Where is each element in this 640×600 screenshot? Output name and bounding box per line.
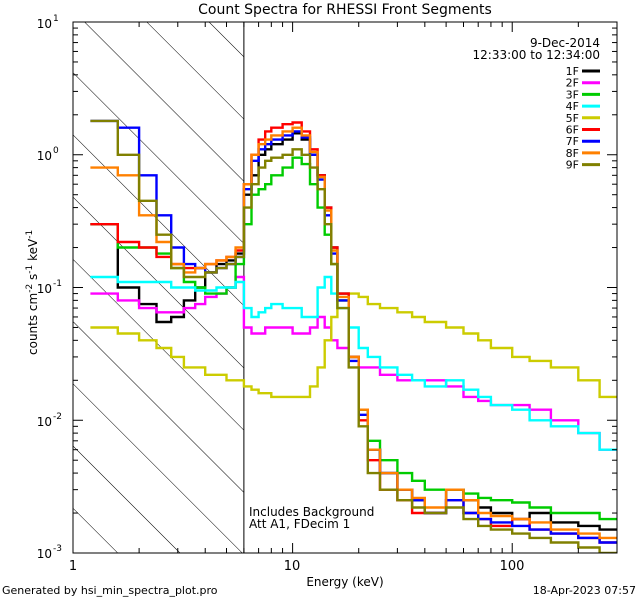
footer-timestamp: 18-Apr-2023 07:57: [533, 584, 636, 597]
y-tick-label: 10 -2: [37, 412, 62, 429]
annotation-attenuator: Att A1, FDecim 1: [249, 517, 350, 531]
svg-text:10: 10: [37, 415, 52, 429]
svg-text:-3: -3: [53, 544, 62, 554]
svg-text:1: 1: [53, 14, 59, 24]
time-range-label: 12:33:00 to 12:34:00: [473, 48, 600, 62]
legend-label-7F: 7F: [566, 135, 579, 148]
svg-text:-2: -2: [53, 412, 62, 422]
legend-label-2F: 2F: [566, 77, 579, 90]
legend-label-5F: 5F: [566, 112, 579, 125]
svg-text:10: 10: [37, 17, 52, 31]
legend-label-9F: 9F: [566, 159, 579, 172]
y-axis-label: counts cm-2 s-1 keV-1: [25, 230, 40, 355]
svg-text:10: 10: [37, 149, 52, 163]
svg-text:10: 10: [37, 547, 52, 561]
y-tick-label: 10 1: [37, 14, 59, 31]
chart-title: Count Spectra for RHESSI Front Segments: [198, 2, 492, 18]
legend-label-3F: 3F: [566, 88, 579, 101]
series-9F: [90, 119, 617, 553]
x-tick-label: 1: [69, 559, 77, 574]
x-axis-label: Energy (keV): [306, 575, 383, 589]
svg-text:-1: -1: [53, 279, 62, 289]
legend-label-4F: 4F: [566, 100, 579, 113]
legend-label-6F: 6F: [566, 124, 579, 137]
x-tick-label: 100: [500, 559, 525, 574]
date-label: 9-Dec-2014: [530, 36, 600, 50]
series-8F: [90, 126, 617, 540]
y-tick-label: 10 -1: [37, 279, 62, 296]
series-5F: [90, 292, 617, 399]
annotation-background: Includes Background: [249, 505, 374, 519]
series-4F: [90, 275, 617, 451]
tick-group: [72, 21, 618, 554]
legend-label-8F: 8F: [566, 147, 579, 160]
y-tick-label: 10 0: [37, 146, 59, 163]
x-tick-label: 10: [284, 559, 301, 574]
svg-text:0: 0: [53, 146, 59, 156]
y-tick-label: 10 -3: [37, 544, 62, 561]
legend-label-1F: 1F: [566, 65, 579, 78]
series-group: [90, 119, 617, 553]
footer-generated-by: Generated by hsi_min_spectra_plot.pro: [2, 584, 218, 597]
svg-text:10: 10: [37, 282, 52, 296]
